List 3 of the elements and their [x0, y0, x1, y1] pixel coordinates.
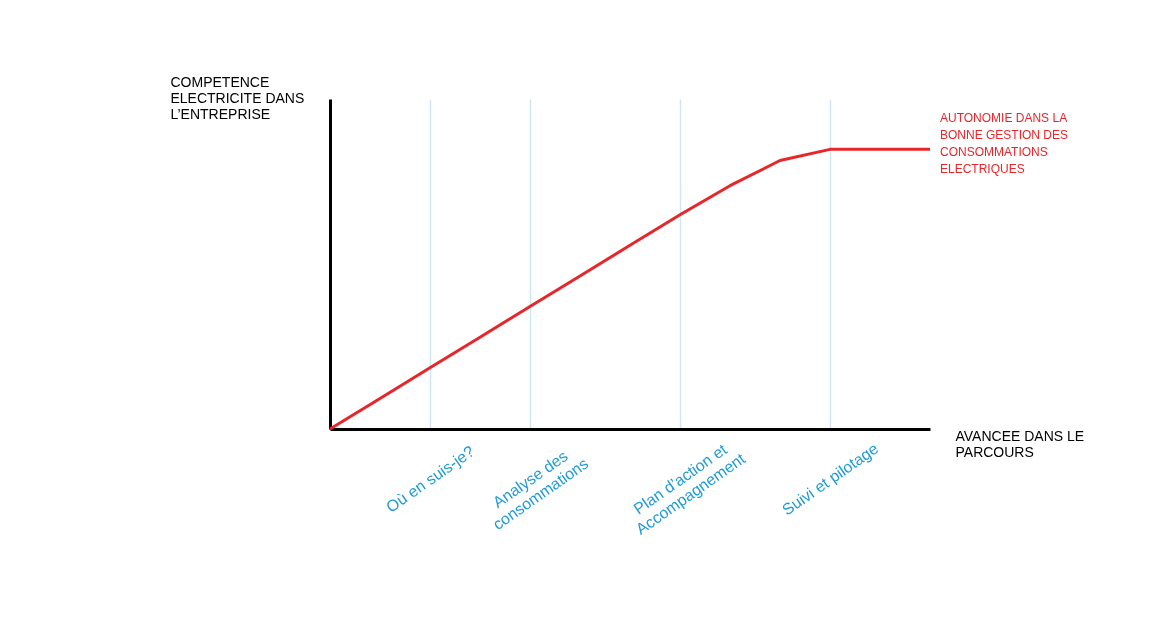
y-axis-title: COMPETENCE ELECTRICITE DANS L’ENTREPRISE [170, 73, 305, 122]
x-axis-title: AVANCEE DANS LE PARCOURS [955, 427, 1085, 460]
text: AUTONOMIE DANS LA BONNE GESTION DES CONSOMMATIONS ELECTRIQUES [940, 111, 1069, 177]
